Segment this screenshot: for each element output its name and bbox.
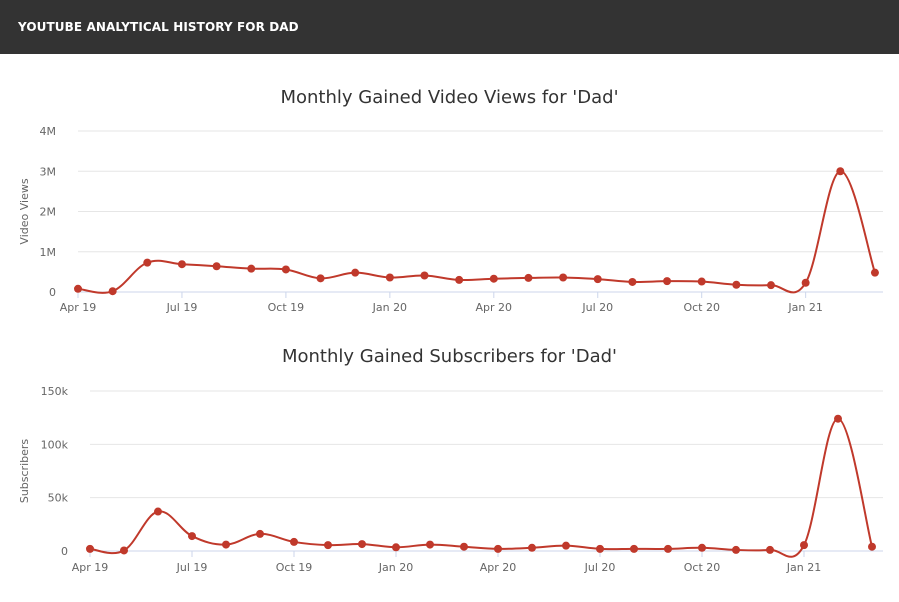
data-point <box>392 543 400 552</box>
data-point <box>290 537 298 546</box>
data-point <box>358 540 366 549</box>
data-point <box>596 544 604 553</box>
data-point <box>188 532 196 541</box>
data-point <box>426 540 434 549</box>
data-point <box>74 284 82 293</box>
x-tick-label: Jan 21 <box>787 301 822 314</box>
data-point <box>628 277 637 286</box>
series-line <box>77 170 876 294</box>
header-title: YOUTUBE ANALYTICAL HISTORY FOR DAD <box>18 20 299 34</box>
x-tick-label: Jul 20 <box>584 561 616 574</box>
data-point <box>732 280 741 289</box>
data-point <box>697 277 706 286</box>
y-tick-label: 0 <box>49 286 56 299</box>
data-point <box>351 268 360 277</box>
y-tick-label: 2M <box>40 206 57 219</box>
data-point <box>143 258 152 267</box>
data-point <box>86 544 94 553</box>
x-tick-label: Jan 21 <box>786 561 821 574</box>
x-tick-label: Apr 19 <box>72 561 109 574</box>
x-tick-label: Apr 20 <box>480 561 517 574</box>
x-tick-label: Jan 20 <box>372 301 407 314</box>
y-tick-label: 1M <box>40 246 57 259</box>
data-point <box>455 275 464 284</box>
data-point <box>528 543 536 552</box>
data-point <box>868 542 876 551</box>
data-point <box>281 265 290 274</box>
data-point <box>663 277 672 286</box>
data-point <box>222 540 230 549</box>
charts-container: Monthly Gained Video Views for 'Dad' 0 1M 2… <box>18 87 883 574</box>
data-point <box>836 167 845 176</box>
y-tick-label: 150k <box>41 385 69 398</box>
x-tick-label: Oct 19 <box>276 561 313 574</box>
x-tick-label: Oct 20 <box>683 301 720 314</box>
data-point <box>247 264 256 273</box>
data-point <box>120 546 128 555</box>
y-tick-label: 4M <box>40 125 57 138</box>
app-header: YOUTUBE ANALYTICAL HISTORY FOR DAD <box>0 0 899 54</box>
data-point <box>559 273 568 282</box>
data-point <box>800 541 808 550</box>
data-point <box>630 544 638 553</box>
x-tick-label: Jul 20 <box>581 301 613 314</box>
data-point <box>524 273 533 282</box>
y-axis-label: Video Views <box>18 178 31 244</box>
x-tick-label: Apr 20 <box>476 301 513 314</box>
y-tick-label: 3M <box>40 165 57 178</box>
x-tick-label: Jan 20 <box>378 561 413 574</box>
data-point <box>256 529 264 538</box>
x-tick-label: Apr 19 <box>60 301 97 314</box>
data-point <box>562 541 570 550</box>
y-tick-label: 0 <box>61 545 68 558</box>
data-point <box>420 271 429 280</box>
data-point <box>154 507 162 516</box>
x-tick-label: Jul 19 <box>176 561 208 574</box>
data-point <box>870 268 879 277</box>
x-tick-label: Jul 19 <box>166 301 198 314</box>
subscribers-chart: Monthly Gained Subscribers for 'Dad' 0 50k… <box>18 346 883 574</box>
data-point <box>664 544 672 553</box>
data-point <box>212 262 221 271</box>
data-point <box>767 281 775 290</box>
data-point <box>316 274 325 283</box>
y-tick-label: 50k <box>48 492 69 505</box>
data-point <box>108 287 117 296</box>
x-tick-label: Oct 19 <box>268 301 305 314</box>
y-tick-label: 100k <box>41 438 69 451</box>
data-point <box>766 545 774 554</box>
y-axis-label: Subscribers <box>18 439 31 504</box>
data-point <box>593 275 602 284</box>
data-point <box>324 541 332 550</box>
chart-title: Monthly Gained Subscribers for 'Dad' <box>282 346 617 367</box>
data-point <box>494 544 502 553</box>
chart-title: Monthly Gained Video Views for 'Dad' <box>280 87 618 108</box>
x-tick-label: Oct 20 <box>684 561 721 574</box>
data-point <box>801 278 810 287</box>
data-point <box>698 543 706 552</box>
views-chart: Monthly Gained Video Views for 'Dad' 0 1M 2… <box>18 87 883 314</box>
data-point <box>385 273 394 282</box>
data-point <box>177 260 186 269</box>
data-point <box>834 414 842 423</box>
data-point <box>460 542 468 551</box>
data-point <box>489 274 498 283</box>
data-point <box>732 545 740 554</box>
series-line <box>89 417 873 558</box>
